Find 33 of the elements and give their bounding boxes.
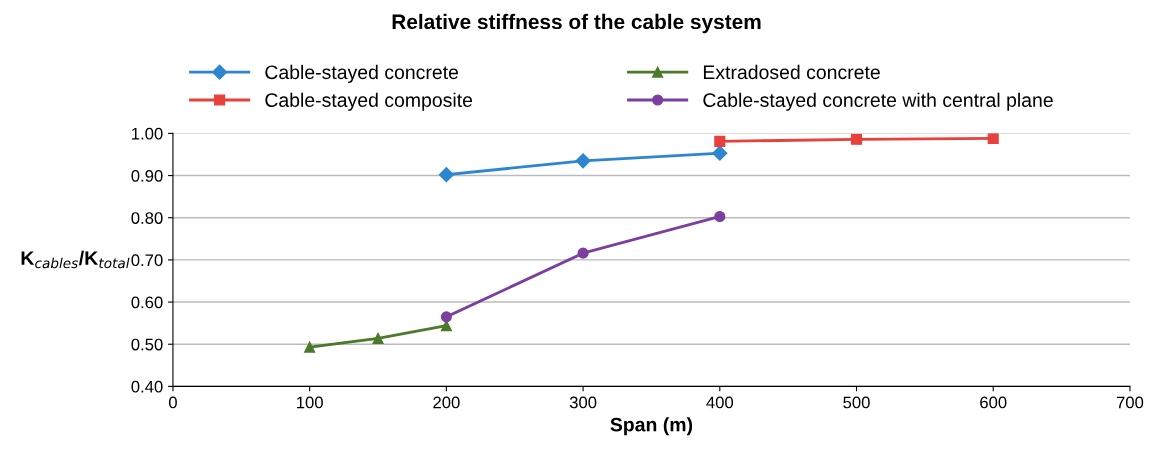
- legend-label: Cable-stayed composite: [265, 92, 473, 111]
- y-tick-label: 0.60: [131, 296, 163, 309]
- x-tick-label: 600: [980, 396, 1007, 409]
- point: [575, 153, 591, 169]
- point: [440, 311, 452, 323]
- x-tick-label: 700: [1116, 396, 1144, 409]
- point: [714, 135, 726, 147]
- y-tick-label: 0.70: [131, 254, 163, 267]
- y-axis-title: K$_{cables}$/K$_{total}$: [21, 250, 130, 269]
- legend-label: Extradosed concrete: [703, 64, 880, 80]
- point: [850, 133, 863, 145]
- x-axis-title: Span (m): [610, 417, 693, 436]
- y-tick-label: 1.00: [132, 127, 163, 140]
- chart-title: Relative stiffness of the cable system: [392, 13, 761, 34]
- point: [712, 145, 728, 161]
- x-tick-label: 400: [706, 396, 734, 409]
- point: [987, 133, 999, 145]
- y-tick-label: 0.90: [131, 169, 163, 182]
- x-tick-label: 0: [168, 396, 177, 409]
- point: [304, 341, 316, 353]
- x-tick-label: 100: [297, 396, 323, 409]
- y-tick-label: 0.40: [131, 380, 163, 393]
- legend-label: Cable-stayed concrete: [265, 64, 459, 83]
- point: [372, 332, 384, 344]
- x-tick-label: 200: [433, 396, 460, 409]
- x-tick-label: 300: [569, 396, 597, 409]
- y-tick-label: 0.80: [131, 212, 163, 224]
- point: [438, 167, 454, 183]
- x-tick-label: 500: [843, 396, 870, 409]
- legend-label: Cable-stayed concrete with central plane: [703, 92, 1053, 111]
- y-tick-label: 0.50: [131, 338, 163, 351]
- point: [577, 247, 589, 259]
- point: [714, 210, 726, 223]
